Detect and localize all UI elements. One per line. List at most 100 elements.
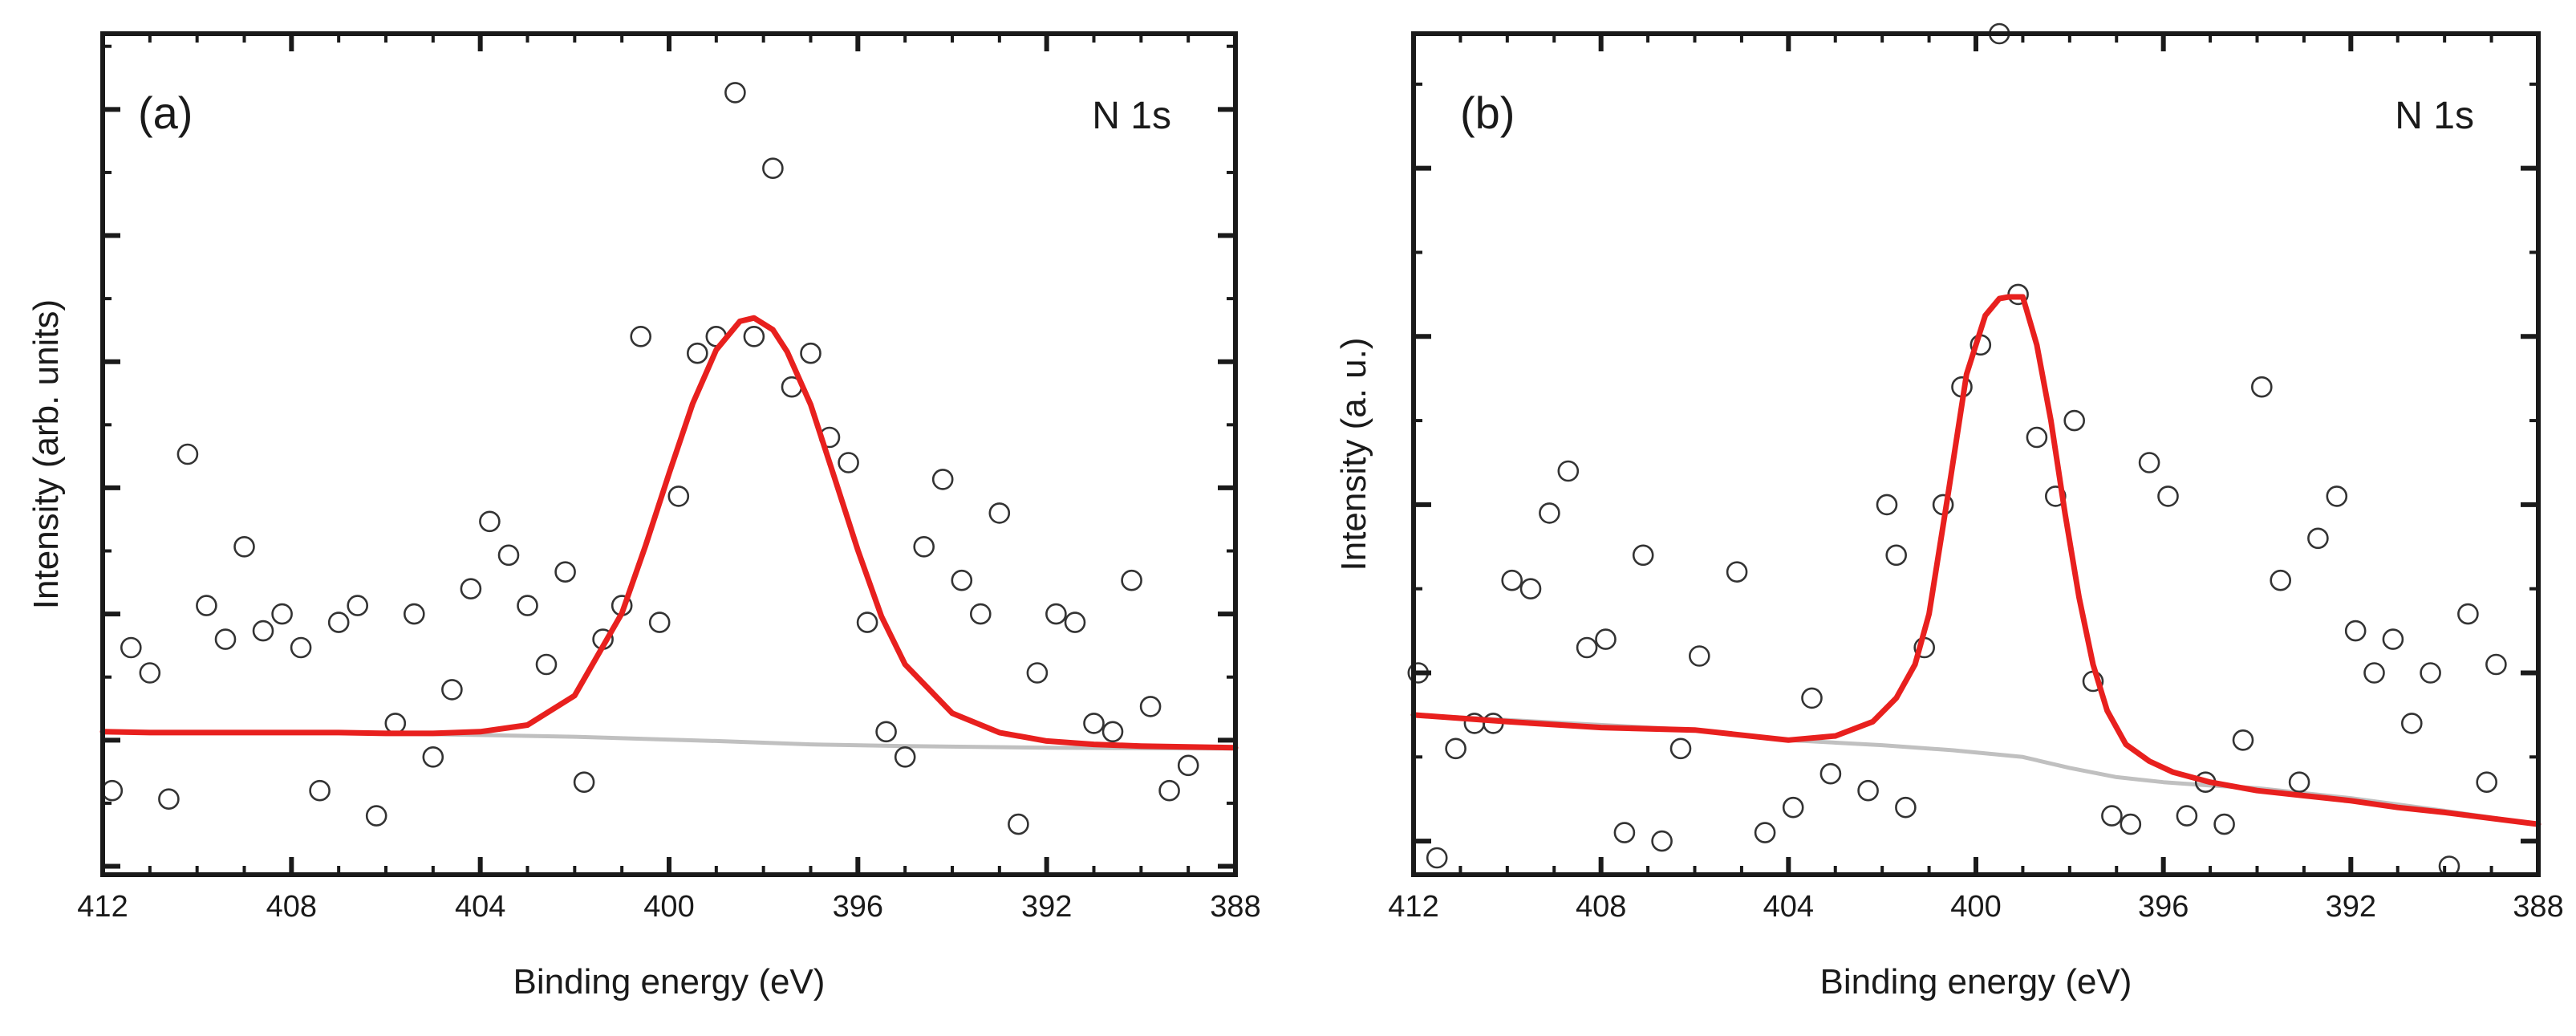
panel-a-data-point (573, 771, 595, 794)
panel-b-label: (b) (1460, 87, 1515, 138)
panel-a-data-point (931, 469, 954, 490)
panel-a-data-point (856, 611, 878, 633)
panel-b-data-point (2420, 662, 2441, 684)
panel-b-x-tick-label: 392 (2326, 890, 2376, 924)
panel-b-data-point (2457, 603, 2479, 625)
panel-a-data-point (1101, 721, 1124, 743)
panel-a-data-point (894, 746, 916, 768)
panel-b-x-tick-label: 404 (1763, 890, 1814, 924)
panel-a-data-point (988, 502, 1011, 524)
panel-b-data-point (2101, 805, 2123, 827)
panel-b-data-point (1557, 460, 1580, 482)
panel-b-data-point (1576, 636, 1598, 659)
panel-a-data-point (120, 636, 142, 659)
panel-a-x-tick-label: 392 (1021, 890, 1072, 924)
panel-a-data-point (517, 595, 538, 616)
panel-b-data-point (2138, 452, 2160, 473)
panel-b-x-axis-title: Binding energy (eV) (1820, 962, 2132, 1001)
panel-b-data-point (1726, 561, 1748, 583)
panel-a-data-point (1026, 662, 1049, 684)
panel-a-data-point (271, 603, 293, 625)
panel-a-data-point (630, 325, 652, 347)
panel-a-y-axis-title: Intensity (arb. units) (26, 299, 66, 609)
panel-a-data-point (384, 713, 407, 734)
panel-b-data-point (2251, 376, 2273, 398)
panel-a-data-point (1083, 713, 1105, 734)
panel-b-data-point (1595, 628, 1617, 650)
panel-a-x-tick-label: 396 (833, 890, 883, 924)
panel-b-data-point (1754, 822, 1776, 843)
panel-b-data-point (2307, 527, 2329, 550)
panel-b-x-tick-label: 412 (1388, 890, 1438, 924)
panel-b-data-point (2476, 771, 2497, 794)
panel-a-data-point (535, 653, 558, 676)
panel-b-data-point (2213, 813, 2235, 835)
panel-a-data-point (724, 82, 746, 104)
panel-b-data-point (2176, 805, 2198, 827)
panel-b-annotation: N 1s (2395, 95, 2474, 137)
panel-b-data-point (2382, 628, 2404, 650)
panel-b-x-tick-label: 396 (2138, 890, 2189, 924)
panel-b-data-point (1876, 494, 1898, 516)
panel-b-data-point (1819, 762, 1842, 785)
panel-a-data-point (365, 805, 387, 827)
panel-b-fit-curve (1410, 294, 2542, 827)
panel-a-data-point (497, 544, 520, 567)
panel-a-data-point (422, 746, 444, 768)
panel-a-x-tick-label: 412 (77, 890, 128, 924)
panel-a-data-point (1177, 754, 1199, 777)
panel-b-data-point (1519, 578, 1542, 600)
panel-a-data-point (762, 157, 784, 179)
panel-a-data-point (196, 595, 217, 616)
panel-a-data-point (838, 452, 859, 473)
panel-b-x-tick-label: 400 (1950, 890, 2001, 924)
panel-a-data-point (479, 510, 501, 533)
panel-b-x-tick-label: 408 (1576, 890, 1626, 924)
panel-a-x-tick-label: 400 (643, 890, 694, 924)
panel-a-data-point (233, 535, 255, 558)
panel-b-data-point (2401, 713, 2423, 734)
panel-a-fit-curve (99, 315, 1239, 751)
panel-a-data-point (1139, 696, 1162, 717)
panel-b-data-point (1857, 779, 1879, 802)
panel-b-plot-frame (1411, 31, 2541, 877)
panel-b-data-point (2344, 620, 2367, 642)
panel-a-data-point (101, 779, 124, 802)
panel-b-data-point (1445, 737, 1466, 760)
panel-b-background-line (1411, 713, 2541, 827)
panel-b-data-point (1782, 796, 1804, 819)
panel-a-data-point (1045, 603, 1067, 625)
panel-a-data-point (1121, 569, 1142, 591)
panel-a-x-tick-label: 408 (266, 890, 317, 924)
panel-a-x-tick-label: 388 (1210, 890, 1260, 924)
panel-b-data-point (1613, 822, 1636, 843)
panel-b-data-point (1632, 544, 1654, 567)
panel-a-data-point (327, 611, 350, 633)
panel-a-data-point (139, 662, 161, 684)
panel-b-data-point (1426, 847, 1448, 869)
panel-a-data-point (648, 611, 671, 633)
panel-b-data-point (1501, 569, 1523, 591)
panel-a-data-point (403, 603, 425, 625)
panel-a-annotation: N 1s (1092, 95, 1171, 137)
panel-a-data-point (951, 569, 973, 591)
panel-a-data-point (667, 485, 690, 507)
panel-a-label: (a) (138, 87, 193, 138)
panel-b-ticks-layer: 412 408 404 400 396 392 388 (1388, 34, 2564, 924)
panel-a-data-point (800, 342, 821, 364)
panel-a-data-point (554, 561, 576, 583)
panel-b-background-layer (1411, 713, 2541, 827)
panel-b-data-point (2363, 662, 2385, 684)
panel-b-data-point (2485, 653, 2507, 676)
panel-b-data-point (2232, 729, 2254, 751)
panel-a-data-point (290, 636, 312, 659)
panel-a-data-point (252, 620, 274, 642)
panel-a-data-point (309, 779, 331, 802)
panel-b-data-point (2026, 426, 2048, 449)
panel-b-data-point (1895, 796, 1917, 819)
panel-b-data-layer (1407, 22, 2542, 877)
panel-b: 412 408 404 400 396 392 388 (b) N 1s Intensity… (1334, 22, 2564, 1001)
panel-a-data-point (214, 628, 237, 650)
panel-a-data-point (1064, 611, 1086, 633)
